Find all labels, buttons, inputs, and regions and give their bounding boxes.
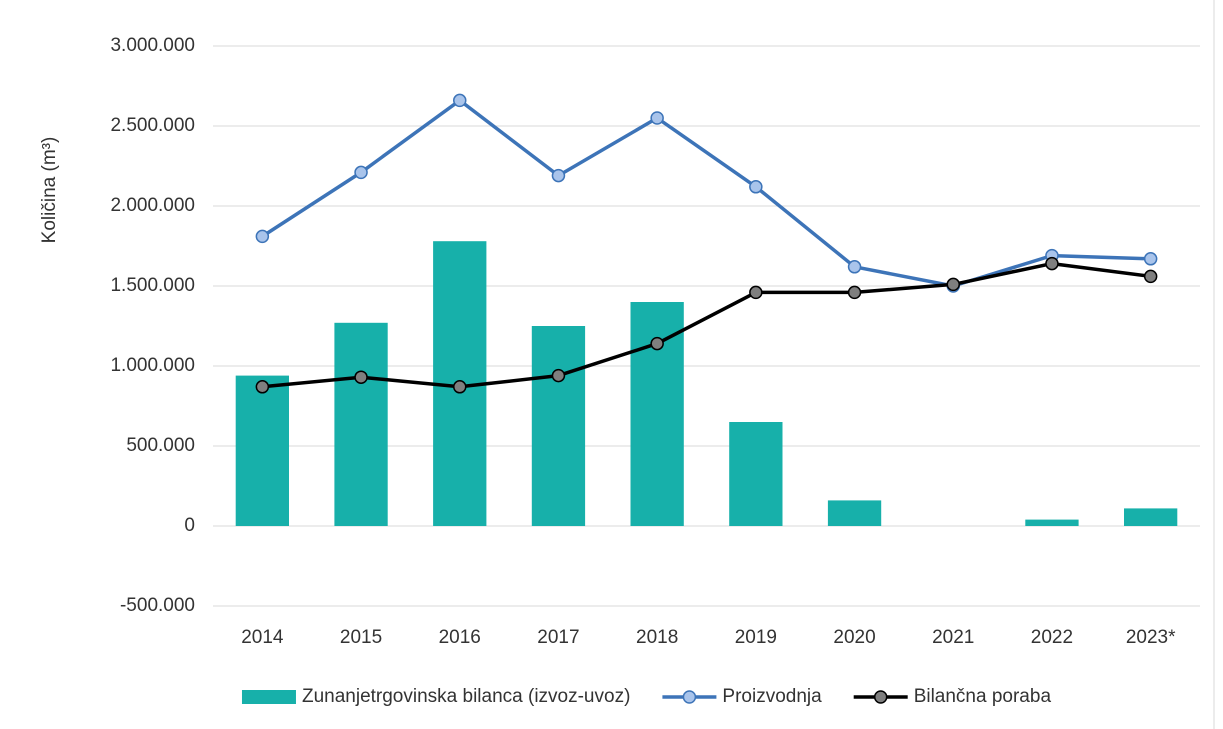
bar (827, 500, 882, 526)
legend-label: Zunanjetrgovinska bilanca (izvoz-uvoz) (302, 686, 630, 707)
y-tick-label: 0 (184, 515, 195, 536)
marker (1045, 256, 1059, 271)
bar (531, 326, 586, 526)
marker (946, 277, 960, 292)
x-tick-label: 2018 (636, 627, 678, 648)
x-tick-label: 2019 (735, 627, 777, 648)
x-tick-label: 2021 (932, 627, 974, 648)
marker (255, 380, 270, 394)
marker (354, 370, 368, 384)
y-tick-label: 2.500.000 (110, 115, 195, 136)
line (262, 261, 1151, 389)
bar (729, 422, 783, 526)
marker (453, 93, 467, 108)
marker (551, 168, 566, 183)
y-tick-label: 3.000.000 (110, 35, 195, 56)
legend-swatch (241, 690, 296, 704)
y-tick-label: 1.000.000 (110, 355, 195, 376)
marker (847, 285, 862, 300)
marker (650, 336, 664, 351)
bar (1025, 519, 1079, 526)
marker (255, 229, 270, 244)
x-tick-label: 2020 (833, 627, 875, 648)
bar (1124, 508, 1178, 526)
marker (551, 368, 566, 383)
marker (749, 180, 763, 194)
x-tick-label: 2014 (241, 627, 284, 648)
bar (334, 322, 388, 526)
x-tick-label: 2017 (537, 627, 579, 648)
legend-label: Proizvodnja (722, 686, 822, 707)
x-tick-label: 2022 (1031, 627, 1073, 648)
y-tick-label: 2.000.000 (110, 195, 195, 216)
legend-marker (873, 690, 888, 704)
y-tick-label: 500.000 (126, 435, 195, 456)
y-tick-label: -500.000 (120, 595, 195, 616)
y-tick-label: 1.500.000 (110, 275, 195, 296)
legend-marker (682, 690, 697, 704)
marker (1143, 269, 1158, 284)
marker (453, 380, 467, 394)
marker (650, 111, 664, 125)
marker (1143, 252, 1158, 266)
marker (354, 165, 368, 180)
bar (235, 375, 289, 526)
y-axis-label: Količina (m³) (39, 137, 60, 244)
x-tick-label: 2023* (1126, 627, 1176, 648)
x-tick-label: 2015 (340, 627, 382, 648)
legend-label: Bilančna poraba (914, 686, 1052, 707)
line (261, 98, 1151, 288)
marker (847, 260, 862, 274)
marker (749, 285, 763, 300)
x-tick-label: 2016 (439, 627, 481, 648)
